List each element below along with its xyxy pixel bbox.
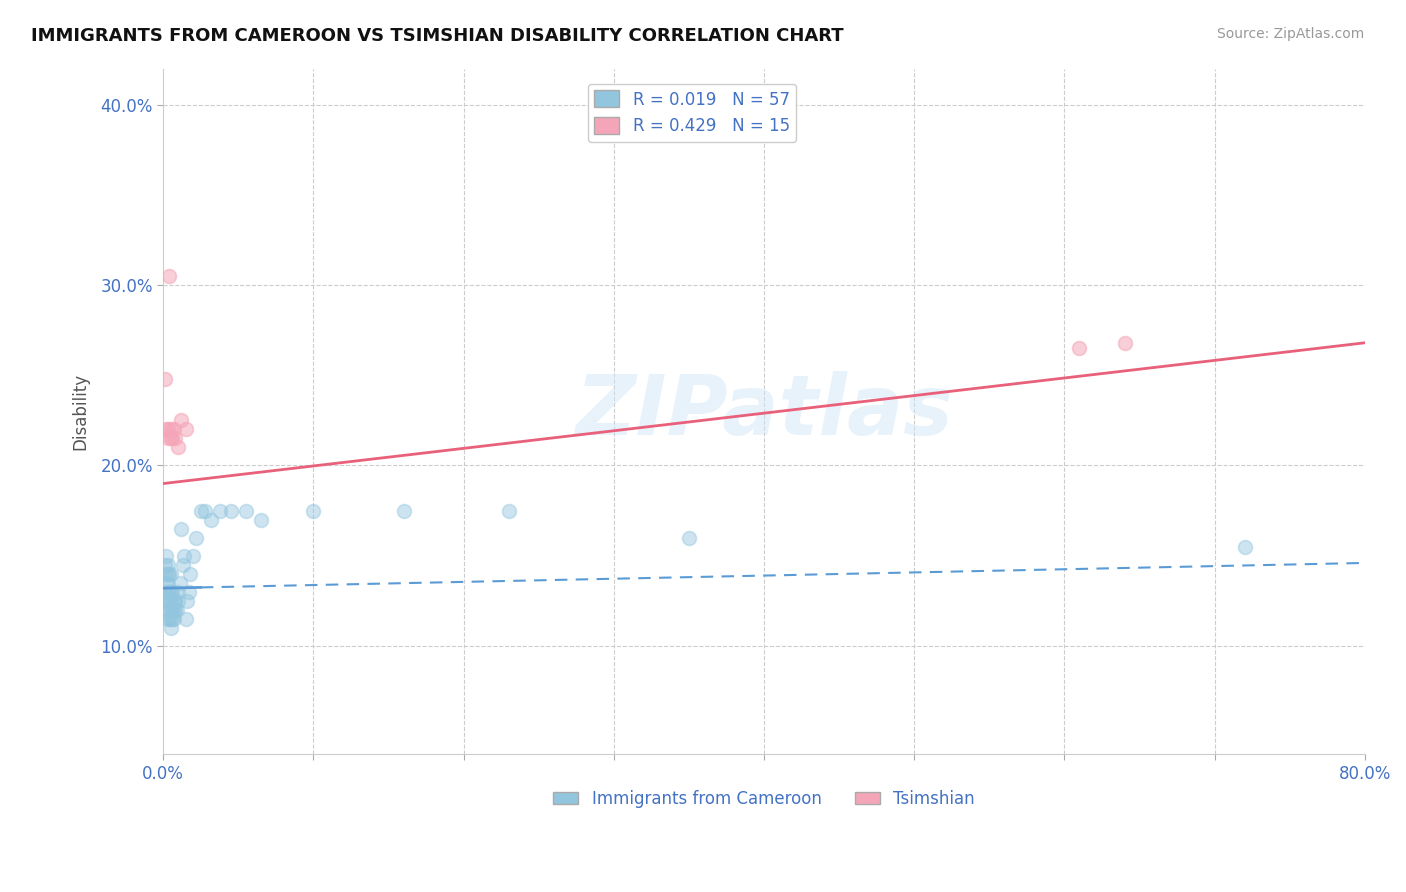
Point [156,558,179,572]
Point [167,594,190,608]
Point [163,594,186,608]
Point [172,558,194,572]
Point [159,594,181,608]
Point [250,513,273,527]
Point [167,441,190,455]
Point [159,422,181,436]
Point [157,584,180,599]
Point [392,503,415,517]
Point [157,268,180,283]
Point [156,432,179,446]
Point [1233,540,1256,554]
Point [163,422,186,436]
Point [156,612,179,626]
Point [498,503,520,517]
Point [166,603,188,617]
Point [157,612,180,626]
Point [302,503,325,517]
Point [156,603,179,617]
Point [156,566,179,581]
Point [155,566,177,581]
Point [174,612,197,626]
Point [1114,335,1136,350]
Point [165,594,187,608]
Point [156,594,179,608]
Point [209,503,232,517]
Point [176,594,198,608]
Point [155,575,177,590]
Point [159,584,181,599]
Point [159,621,181,635]
Point [181,549,204,563]
Point [159,612,181,626]
Point [153,584,176,599]
Point [156,422,179,436]
Point [194,503,217,517]
Point [157,566,180,581]
Legend: Immigrants from Cameroon, Tsimshian: Immigrants from Cameroon, Tsimshian [547,783,981,814]
Point [155,549,177,563]
Point [162,612,184,626]
Point [157,603,180,617]
Y-axis label: Disability: Disability [72,373,89,450]
Point [169,575,191,590]
Point [174,422,197,436]
Point [159,603,181,617]
Point [155,422,177,436]
Text: ZIPatlas: ZIPatlas [575,371,953,452]
Point [235,503,257,517]
Point [170,522,193,536]
Text: IMMIGRANTS FROM CAMEROON VS TSIMSHIAN DISABILITY CORRELATION CHART: IMMIGRANTS FROM CAMEROON VS TSIMSHIAN DI… [31,27,844,45]
Point [190,503,212,517]
Point [170,413,193,427]
Point [153,558,176,572]
Point [162,584,184,599]
Point [200,513,222,527]
Point [163,603,186,617]
Point [156,575,179,590]
Point [173,549,195,563]
Point [162,603,184,617]
Point [165,603,187,617]
Point [157,594,180,608]
Text: Source: ZipAtlas.com: Source: ZipAtlas.com [1216,27,1364,41]
Point [179,566,201,581]
Point [155,594,177,608]
Point [156,584,179,599]
Point [219,503,242,517]
Point [159,566,181,581]
Point [177,584,200,599]
Point [186,531,208,545]
Point [167,584,190,599]
Point [159,432,181,446]
Point [163,612,186,626]
Point [162,432,184,446]
Point [678,531,700,545]
Point [165,432,187,446]
Point [153,372,176,386]
Point [1069,341,1091,355]
